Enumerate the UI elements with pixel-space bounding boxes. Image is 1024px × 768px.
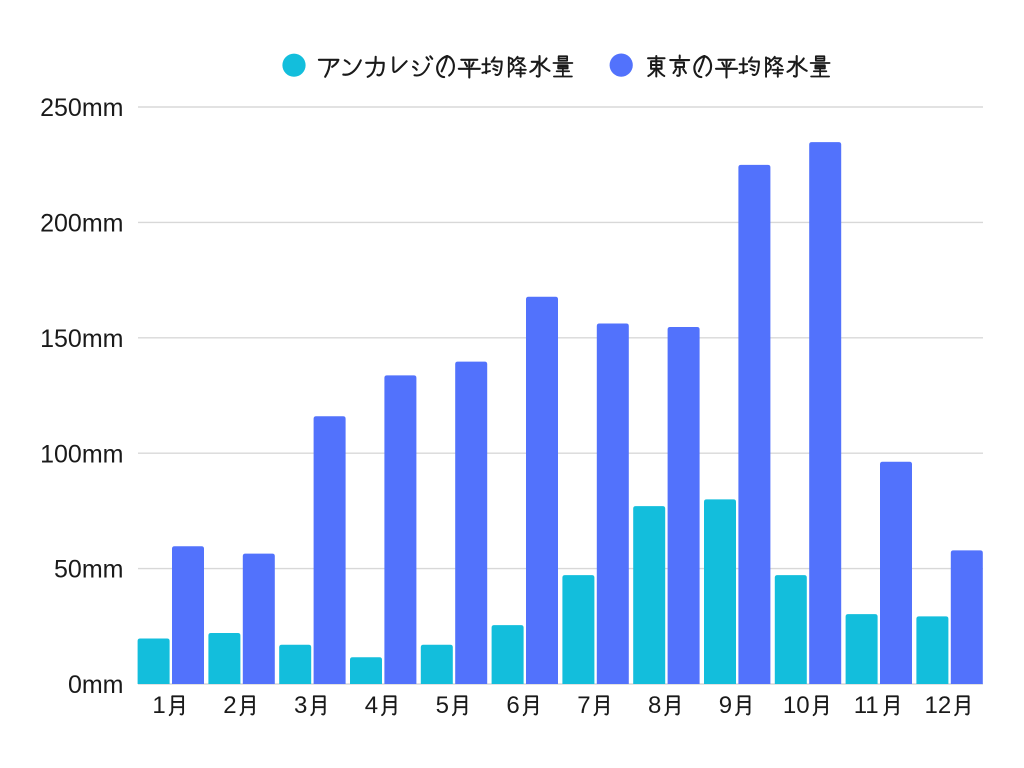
- svg-text:3: 3: [294, 692, 307, 719]
- svg-text:250mm: 250mm: [40, 94, 123, 122]
- svg-text:100mm: 100mm: [40, 440, 123, 468]
- svg-text:200mm: 200mm: [40, 210, 123, 238]
- svg-text:50mm: 50mm: [54, 556, 123, 584]
- svg-text:7: 7: [577, 692, 590, 719]
- svg-text:6: 6: [506, 692, 519, 719]
- svg-text:5: 5: [436, 692, 449, 719]
- svg-text:2: 2: [223, 692, 236, 719]
- svg-text:9: 9: [719, 692, 732, 719]
- svg-text:10: 10: [783, 692, 810, 719]
- svg-text:4: 4: [365, 692, 378, 719]
- svg-text:0mm: 0mm: [68, 671, 124, 699]
- svg-text:1: 1: [152, 692, 165, 719]
- svg-text:12: 12: [925, 692, 952, 719]
- svg-text:150mm: 150mm: [40, 325, 123, 353]
- svg-text:11: 11: [854, 692, 879, 719]
- svg-text:8: 8: [648, 692, 661, 719]
